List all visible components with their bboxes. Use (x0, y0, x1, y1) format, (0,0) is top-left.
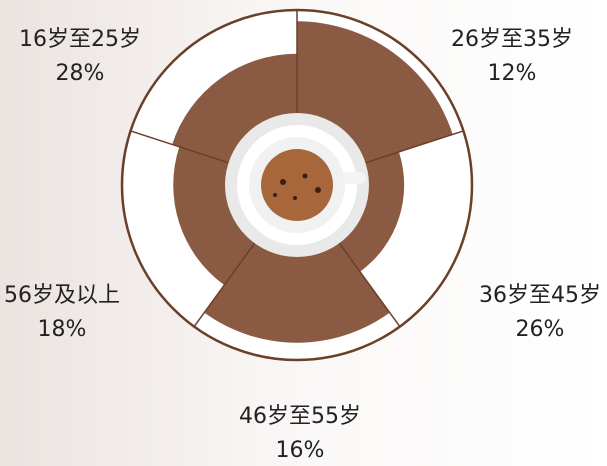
bubble (273, 193, 277, 197)
category-label: 26岁至35岁 (451, 27, 573, 52)
bubble (280, 179, 286, 185)
category-label: 16岁至25岁 (19, 27, 141, 52)
value-label: 12% (488, 61, 537, 86)
coffee-cup (225, 113, 369, 257)
value-label: 18% (38, 317, 87, 342)
coffee (261, 149, 333, 221)
category-label: 46岁至55岁 (239, 404, 361, 429)
bubble (302, 173, 308, 179)
bubble (315, 187, 321, 193)
bubble (293, 196, 297, 200)
cup-handle (340, 172, 366, 184)
labels: 16岁至25岁 28% 26岁至35岁 12% 36岁至45岁 26% 46岁至55岁 16%… (4, 27, 601, 463)
value-label: 26% (516, 317, 565, 342)
value-label: 28% (56, 61, 105, 86)
category-label: 56岁及以上 (4, 283, 120, 308)
sector (204, 185, 390, 343)
value-label: 16% (276, 438, 325, 463)
category-label: 36岁至45岁 (479, 283, 601, 308)
